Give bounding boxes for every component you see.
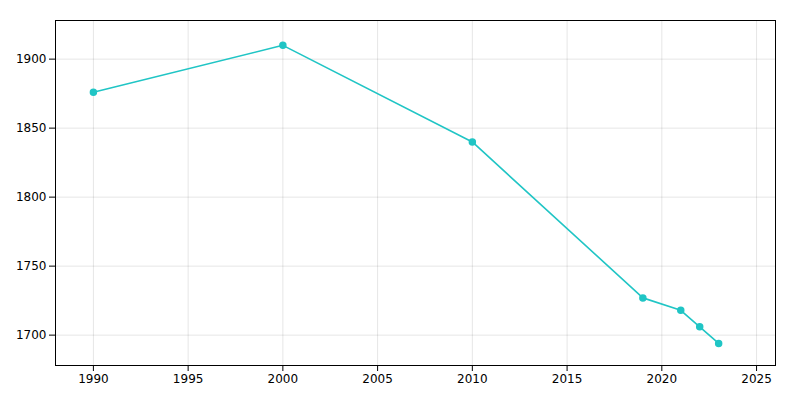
svg-text:2010: 2010 — [457, 372, 488, 386]
svg-text:2015: 2015 — [552, 372, 583, 386]
svg-text:1750: 1750 — [16, 259, 47, 273]
svg-text:2025: 2025 — [741, 372, 772, 386]
svg-text:1900: 1900 — [16, 52, 47, 66]
svg-text:1990: 1990 — [78, 372, 109, 386]
svg-text:1800: 1800 — [16, 190, 47, 204]
svg-text:1700: 1700 — [16, 328, 47, 342]
svg-text:2005: 2005 — [362, 372, 393, 386]
svg-text:2020: 2020 — [647, 372, 678, 386]
svg-text:2000: 2000 — [268, 372, 299, 386]
svg-text:1850: 1850 — [16, 121, 47, 135]
svg-text:1995: 1995 — [173, 372, 204, 386]
